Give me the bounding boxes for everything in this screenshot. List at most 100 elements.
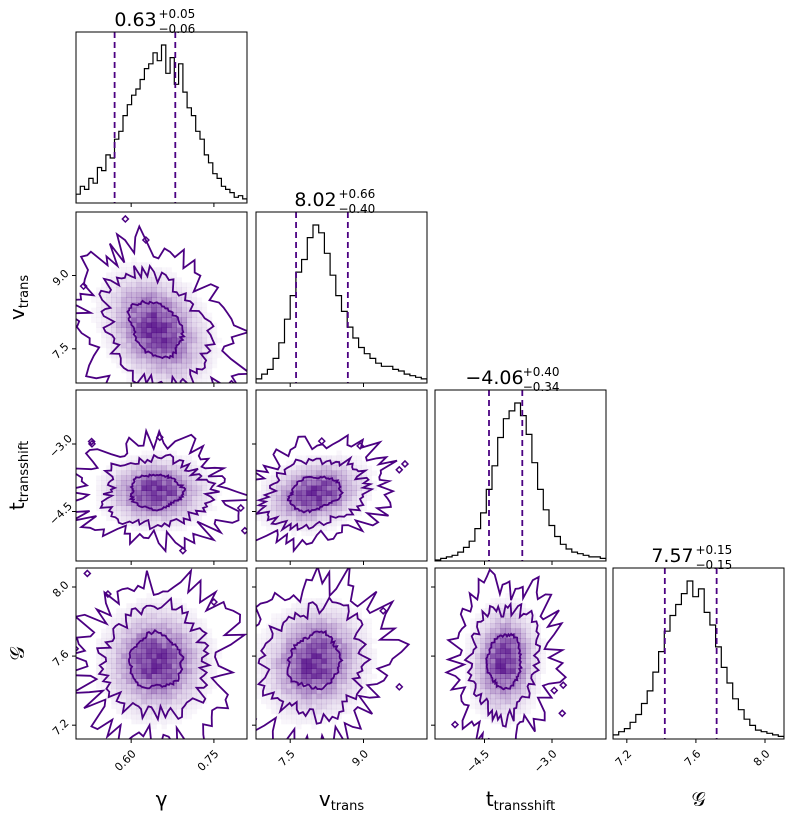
density-cell xyxy=(266,643,272,649)
density-cell xyxy=(141,287,147,293)
density-cell xyxy=(197,704,202,709)
density-cell xyxy=(530,658,536,664)
density-cell xyxy=(121,357,127,364)
density-cell xyxy=(96,638,102,644)
density-cell xyxy=(131,455,137,461)
density-cell xyxy=(286,525,292,532)
density-cell xyxy=(261,520,267,527)
density-cell xyxy=(281,643,287,649)
density-cell xyxy=(151,480,157,486)
density-cell xyxy=(520,608,526,614)
density-cell xyxy=(176,372,182,379)
density-cell xyxy=(96,322,102,328)
density-cell xyxy=(326,465,332,471)
density-cell xyxy=(181,688,187,695)
density-cell xyxy=(346,708,352,715)
density-cell xyxy=(191,693,198,700)
density-cell xyxy=(296,713,302,720)
density-cell xyxy=(306,460,312,466)
density-cell xyxy=(276,638,282,644)
density-cell xyxy=(291,663,297,669)
density-cell xyxy=(146,297,152,303)
density-cell xyxy=(146,282,152,288)
density-cell xyxy=(296,465,302,471)
density-cell xyxy=(156,495,162,501)
density-cell xyxy=(291,683,297,690)
density-cell xyxy=(505,668,511,674)
density-cell xyxy=(146,362,152,369)
density-cell xyxy=(151,713,157,720)
density-cell xyxy=(341,475,347,481)
density-cell xyxy=(156,500,162,506)
density-cell xyxy=(126,262,131,267)
density-cell xyxy=(485,693,491,700)
density-cell xyxy=(470,643,476,649)
density-cell xyxy=(485,678,491,684)
density-cell xyxy=(530,683,536,690)
density-cell xyxy=(326,693,332,700)
density-cell xyxy=(301,500,307,506)
density-cell xyxy=(156,648,162,654)
density-cell xyxy=(121,342,127,349)
density-cell xyxy=(176,465,182,471)
density-cell xyxy=(256,638,261,643)
density-cell xyxy=(470,653,476,659)
density-cell xyxy=(301,693,307,700)
density-cell xyxy=(296,698,302,705)
density-cell xyxy=(136,292,142,298)
density-cell xyxy=(525,613,531,619)
density-cell xyxy=(151,357,157,364)
density-cell xyxy=(181,470,187,476)
title-minus-t_transshift: −0.34 xyxy=(523,380,560,394)
density-cell xyxy=(111,613,116,618)
density-cell xyxy=(181,678,187,684)
density-cell xyxy=(301,678,307,684)
density-cell xyxy=(286,480,292,486)
density-cell xyxy=(475,663,481,669)
density-cell xyxy=(126,480,132,486)
density-cell xyxy=(346,480,352,486)
density-cell xyxy=(276,495,282,501)
density-cell xyxy=(326,480,332,486)
density-cell xyxy=(101,643,107,649)
density-cell xyxy=(111,287,117,293)
density-cell xyxy=(171,322,177,328)
density-cell xyxy=(186,332,192,339)
density-cell xyxy=(485,608,491,614)
y-axis-label-sub: transshift xyxy=(17,441,32,503)
density-cell xyxy=(276,613,282,619)
density-cell xyxy=(211,357,218,364)
density-cell xyxy=(341,465,347,471)
density-cell xyxy=(106,668,112,674)
outlier-contour xyxy=(219,681,225,687)
density-cell xyxy=(351,475,357,481)
density-cell xyxy=(166,618,172,624)
density-cell xyxy=(326,598,332,604)
density-cell xyxy=(535,673,541,679)
density-cell xyxy=(171,628,177,634)
density-cell xyxy=(505,618,511,624)
density-cell xyxy=(336,515,342,522)
density-cell xyxy=(500,683,506,690)
density-cell xyxy=(276,678,282,684)
density-cell xyxy=(356,465,362,471)
density-cell xyxy=(346,668,352,674)
density-cell xyxy=(316,500,322,506)
density-cell xyxy=(495,613,501,619)
density-cell xyxy=(256,495,262,501)
density-cell xyxy=(211,668,218,674)
density-cell xyxy=(176,312,182,318)
density-cell xyxy=(276,703,282,710)
density-cell xyxy=(136,470,142,476)
density-cell xyxy=(196,347,203,354)
density-cell xyxy=(206,500,213,506)
density-cell xyxy=(171,332,177,339)
density-cell xyxy=(151,267,157,273)
density-cell xyxy=(171,362,177,369)
density-cell xyxy=(121,613,127,619)
density-cell xyxy=(116,638,122,644)
density-cell xyxy=(166,623,172,629)
density-cell xyxy=(192,521,197,526)
density-cell xyxy=(141,367,147,374)
density-cell xyxy=(346,683,352,690)
